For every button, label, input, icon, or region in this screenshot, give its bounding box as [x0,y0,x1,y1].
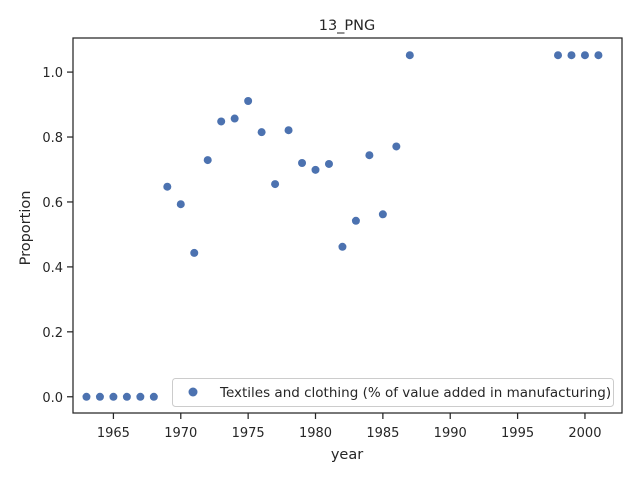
data-point [149,392,158,401]
data-point [298,159,307,167]
data-point [405,51,414,60]
data-point [351,216,360,225]
y-tick-label: 1.0 [42,66,63,81]
x-tick-label: 1995 [501,426,534,441]
data-point [217,117,226,126]
data-point [257,128,266,137]
legend-frame [172,378,614,407]
plot-axes: 1965 1970 1975 1980 1985 1990 1995 2000 0.0 0.2 0.… [42,37,623,441]
y-tick-label: 0.0 [42,391,63,406]
x-tick-label: 1970 [164,426,197,441]
data-point [82,392,91,401]
chart-title: 13_PNG [319,18,376,34]
legend: Textiles and clothing (% of value added … [172,378,614,407]
data-points [82,51,603,401]
x-tick-label: 1965 [97,426,130,441]
data-point [392,142,401,151]
data-point [324,159,333,168]
data-point [594,51,603,60]
y-tick-label: 0.4 [42,261,63,276]
data-point [230,114,239,123]
y-tick-label: 0.8 [42,131,63,146]
data-point [109,392,118,401]
x-tick-label: 1980 [299,426,332,441]
legend-marker [188,387,198,397]
data-point [190,248,199,257]
x-axis-label: year [331,447,363,463]
y-tick-label: 0.6 [42,196,63,211]
data-point [338,242,347,251]
y-axis-label: Proportion [18,191,34,266]
plot-frame [72,37,623,414]
data-point [580,51,589,60]
data-point [122,392,131,401]
data-point [284,126,293,135]
x-tick-label: 2000 [568,426,601,441]
x-tick-label: 1985 [366,426,399,441]
data-point [163,182,172,191]
data-point [176,200,185,209]
legend-entry-label: Textiles and clothing (% of value added … [219,385,611,401]
data-point [378,210,387,219]
data-point [567,51,576,60]
y-tick-label: 0.2 [42,326,63,341]
data-point [203,156,212,165]
x-tick-label: 1990 [434,426,467,441]
data-point [271,180,280,189]
data-point [136,392,145,401]
data-point [554,51,563,60]
x-tick-label: 1975 [232,426,265,441]
data-point [365,151,374,160]
data-point [311,165,320,174]
data-point [244,96,253,105]
data-point [95,392,104,401]
